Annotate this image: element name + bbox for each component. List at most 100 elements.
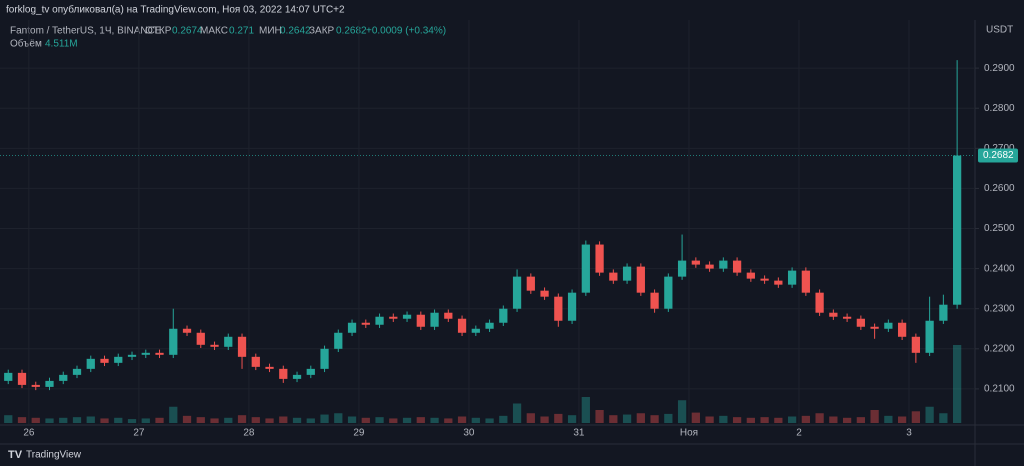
volume-bar [375, 417, 384, 423]
volume-bar [622, 414, 632, 423]
candle-body [884, 322, 893, 329]
candle-body [334, 332, 343, 349]
candle-body [237, 336, 247, 357]
volume-bar [829, 416, 838, 423]
candle-body [251, 356, 260, 367]
candle-body [45, 380, 54, 387]
candle-body [815, 292, 824, 313]
candle-body [59, 374, 68, 381]
volume-bar [856, 417, 865, 423]
volume-bar [787, 416, 797, 423]
candle-body [829, 312, 838, 317]
candle-body [581, 244, 590, 293]
volume-bar [526, 413, 535, 423]
volume-bar [774, 417, 783, 423]
candle-body [347, 322, 357, 333]
high-value: 0.271 [229, 26, 254, 37]
volume-bar [224, 417, 233, 423]
volume-bar [760, 417, 769, 423]
volume-bar [389, 418, 398, 423]
volume-bar [361, 417, 370, 423]
volume-bar [691, 412, 700, 423]
x-tick-label: 29 [353, 428, 365, 439]
candle-body [760, 278, 769, 281]
volume-bar [334, 413, 343, 423]
y-tick-label: 0.2100 [984, 384, 1015, 395]
volume-bar [169, 406, 178, 423]
volume-bar [114, 417, 123, 423]
candle-body [609, 272, 618, 281]
candle-body [939, 304, 948, 321]
candle-body [416, 314, 425, 327]
volume-bar [499, 415, 508, 423]
candle-body [114, 356, 123, 363]
last-price-label: 0.2682 [983, 150, 1014, 161]
volume-bar [677, 400, 687, 423]
volume-bar [842, 417, 852, 423]
low-value: 0.2642 [280, 26, 311, 37]
volume-bar [347, 416, 357, 423]
volume-bar [292, 417, 302, 423]
candle-body [801, 270, 810, 293]
candle-body [540, 290, 549, 297]
x-tick-label: 3 [906, 428, 912, 439]
volume-bar [402, 417, 412, 423]
volume-bar [911, 411, 920, 423]
volume-bar [815, 413, 824, 423]
candle-body [636, 266, 645, 293]
candle-body [705, 264, 714, 269]
candle-body [595, 244, 604, 273]
volume-bar [595, 410, 604, 423]
candle-body [292, 374, 302, 379]
candle-body [4, 372, 13, 381]
volume-bar [581, 397, 590, 423]
candle-body [774, 280, 783, 285]
candle-body [320, 348, 329, 369]
brand: TradingView [26, 450, 82, 461]
y-tick-label: 0.2300 [984, 303, 1015, 314]
volume-bar [952, 345, 962, 423]
volume-bar [897, 416, 907, 423]
candle-body [169, 328, 178, 355]
volume-bar [939, 413, 948, 423]
candle-body [155, 352, 164, 355]
volume-bar [45, 418, 54, 423]
x-tick-label: 30 [463, 428, 475, 439]
candle-body [361, 322, 370, 325]
volume-bar [141, 418, 150, 423]
x-tick-label: 26 [23, 428, 35, 439]
close-value: 0.2682 [336, 26, 367, 37]
candle-body [691, 260, 700, 265]
y-tick-label: 0.2900 [984, 63, 1015, 74]
candle-body [485, 322, 494, 329]
volume-bar [237, 415, 247, 423]
volume-bar [884, 415, 893, 423]
volume-bar [650, 415, 659, 423]
candle-body [719, 260, 728, 269]
volume-bar [196, 417, 205, 423]
candle-body [664, 276, 673, 309]
y-tick-label: 0.2500 [984, 223, 1015, 234]
volume-bar [746, 417, 755, 423]
candle-body [265, 366, 274, 369]
close-label: ЗАКР [309, 26, 335, 37]
candle-body [389, 316, 398, 319]
volume-bar [86, 416, 95, 423]
candle-body [279, 368, 288, 379]
y-tick-label: 0.2700 [984, 143, 1015, 154]
candle-body [622, 266, 632, 281]
candle-body [787, 270, 797, 285]
publisher: forklog_tv опубликовал(а) на TradingView… [6, 4, 345, 16]
volume-bar [17, 417, 27, 423]
candle-body [554, 296, 563, 321]
candle-body [402, 314, 412, 319]
candle-body [182, 328, 192, 333]
candle-body [911, 336, 920, 353]
candle-body [210, 344, 219, 347]
candle-body [677, 260, 687, 277]
candle-body [375, 316, 384, 325]
volume-label: Объём [10, 38, 42, 50]
volume-bar [609, 415, 618, 423]
